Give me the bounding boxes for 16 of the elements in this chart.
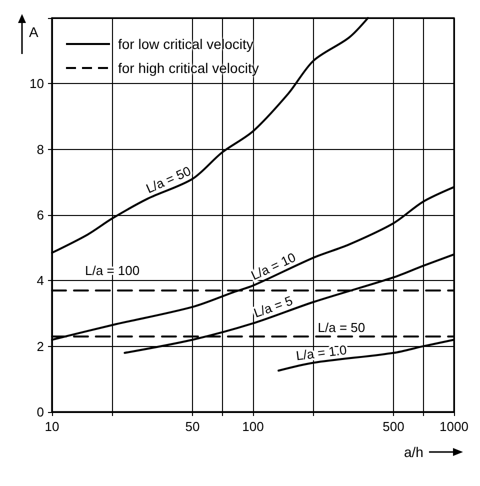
y-tick-label: 10 xyxy=(30,76,44,92)
x-tick-label: 1000 xyxy=(440,419,468,434)
text: L/a = 10 xyxy=(248,250,298,284)
text: L/a = 50 xyxy=(144,163,194,196)
y-axis-title: A xyxy=(29,24,38,40)
x-tick-label: 100 xyxy=(242,419,264,434)
y-tick-label: 2 xyxy=(36,338,44,354)
text: L/a = 5 xyxy=(252,292,295,320)
y-tick-label: 6 xyxy=(36,208,44,222)
y-tick-label: 8 xyxy=(36,142,44,157)
x-axis-title: a/h xyxy=(404,444,424,460)
x-tick-label: 500 xyxy=(382,419,404,434)
x-tick-label: 50 xyxy=(185,419,200,434)
y-tick-label: 4 xyxy=(36,273,44,288)
series-label: L/a = 50 xyxy=(318,320,366,335)
y-tick-label: 0 xyxy=(36,404,44,420)
